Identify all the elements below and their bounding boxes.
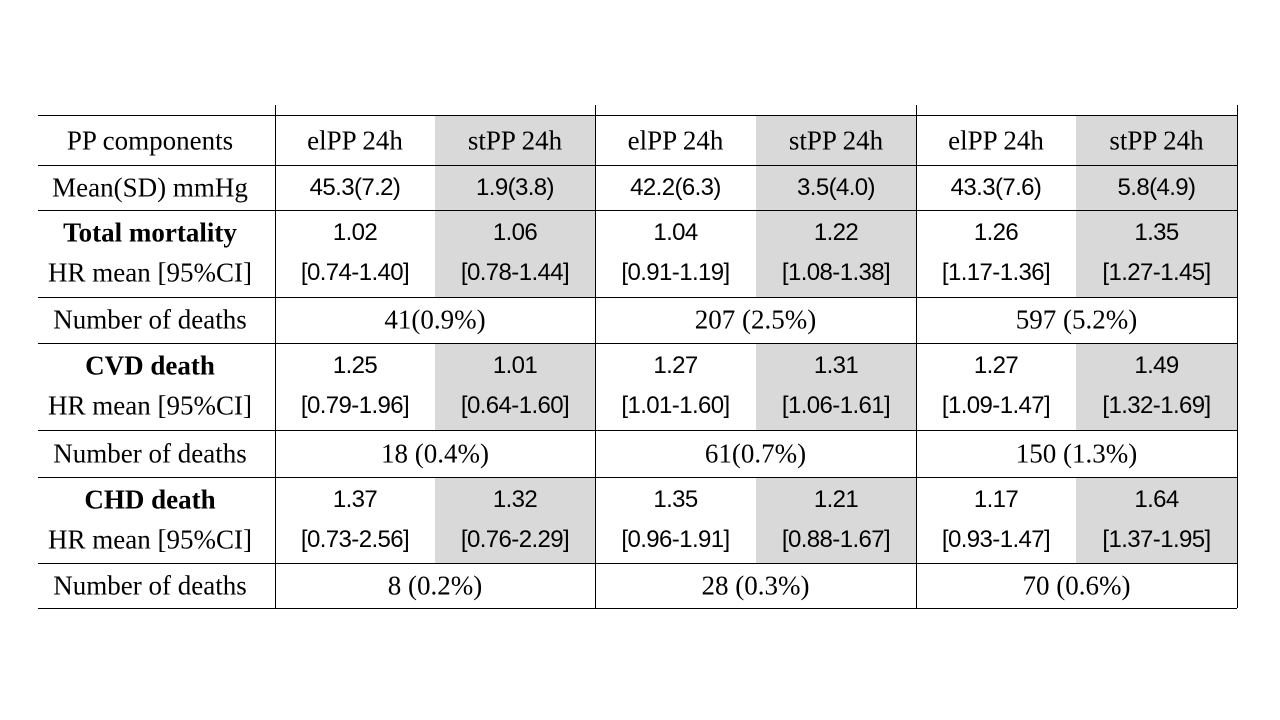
deaths-value: 28 (0.3%)	[701, 570, 810, 600]
row-border	[38, 430, 1237, 431]
row-label: HR mean [95%CI]	[48, 524, 252, 555]
column-border	[916, 105, 917, 608]
header-cell: elPP 24h	[307, 125, 403, 156]
column-border	[275, 105, 276, 608]
hr-value: 1.64	[1134, 486, 1179, 513]
ci-value: [0.76-2.29]	[460, 526, 570, 553]
ci-value: [0.64-1.60]	[460, 392, 570, 419]
shaded-cell	[435, 343, 595, 430]
deaths-value: 70 (0.6%)	[1022, 570, 1131, 600]
hr-value: 1.06	[492, 219, 538, 246]
shaded-cell	[435, 210, 595, 297]
mean-value: 3.5(4.0)	[797, 174, 876, 201]
shaded-cell	[1076, 115, 1237, 165]
row-border	[38, 210, 1237, 211]
outcome-name: CHD death	[84, 484, 216, 515]
ci-value: [0.88-1.67]	[781, 526, 891, 553]
row-label: HR mean [95%CI]	[48, 390, 252, 421]
row-label: Number of deaths	[53, 438, 247, 468]
ci-value: [0.74-1.40]	[300, 259, 410, 286]
shaded-cell	[756, 115, 916, 165]
hr-value: 1.01	[492, 352, 538, 379]
hr-value: 1.35	[1134, 219, 1179, 246]
ci-value: [1.27-1.45]	[1102, 259, 1211, 286]
ci-value: [0.96-1.91]	[621, 526, 730, 553]
shaded-cell	[756, 165, 916, 210]
row-border	[38, 608, 1237, 609]
mean-value: 43.3(7.6)	[950, 174, 1042, 201]
header-cell: stPP 24h	[1109, 125, 1204, 156]
ci-value: [0.91-1.19]	[621, 259, 730, 286]
row-label: Number of deaths	[53, 570, 247, 600]
row-label: HR mean [95%CI]	[48, 257, 252, 288]
shaded-cell	[435, 477, 595, 563]
shaded-cell	[756, 477, 916, 563]
hr-value: 1.27	[973, 352, 1019, 379]
header-cell: elPP 24h	[948, 125, 1044, 156]
outcome-name: CVD death	[85, 350, 215, 381]
shaded-cell	[1076, 210, 1237, 297]
hr-value: 1.02	[332, 219, 378, 246]
header-cell: elPP 24h	[627, 125, 724, 156]
hr-value: 1.26	[973, 219, 1019, 246]
deaths-value: 207 (2.5%)	[694, 304, 817, 335]
shaded-cell	[756, 210, 916, 297]
shaded-cell	[435, 115, 595, 165]
hr-value: 1.04	[653, 219, 698, 246]
shaded-cell	[1076, 477, 1237, 563]
ci-value: [1.32-1.69]	[1102, 392, 1211, 419]
mean-value: 45.3(7.2)	[309, 174, 401, 201]
hr-value: 1.32	[492, 486, 538, 513]
deaths-value: 150 (1.3%)	[1015, 438, 1138, 468]
column-border	[595, 105, 596, 608]
row-border	[38, 343, 1237, 344]
hr-value: 1.21	[813, 486, 859, 513]
mean-value: 5.8(4.9)	[1117, 174, 1197, 201]
row-label: Mean(SD) mmHg	[52, 172, 248, 203]
ci-value: [0.73-2.56]	[300, 526, 410, 553]
header-cell: PP components	[66, 125, 234, 156]
deaths-value: 41(0.9%)	[384, 304, 486, 335]
mean-value: 42.2(6.3)	[630, 174, 721, 201]
outcome-name: Total mortality	[63, 217, 237, 248]
ci-value: [1.37-1.95]	[1102, 526, 1211, 553]
shaded-cell	[1076, 165, 1237, 210]
row-border	[38, 297, 1237, 298]
ci-value: [1.08-1.38]	[781, 259, 891, 286]
column-border	[1237, 105, 1238, 608]
shaded-cell	[1076, 343, 1237, 430]
header-cell: stPP 24h	[467, 125, 563, 156]
ci-value: [1.17-1.36]	[941, 259, 1051, 286]
row-label: Number of deaths	[53, 304, 247, 335]
hr-value: 1.22	[813, 219, 859, 246]
hr-value: 1.35	[653, 486, 698, 513]
ci-value: [1.09-1.47]	[941, 392, 1051, 419]
deaths-value: 597 (5.2%)	[1015, 304, 1138, 335]
row-border	[38, 115, 1237, 116]
hr-value: 1.25	[332, 352, 378, 379]
hr-value: 1.27	[653, 352, 698, 379]
ci-value: [0.78-1.44]	[460, 259, 570, 286]
ci-value: [1.01-1.60]	[621, 392, 730, 419]
hr-value: 1.17	[973, 486, 1019, 513]
header-cell: stPP 24h	[788, 125, 884, 156]
deaths-value: 18 (0.4%)	[381, 438, 489, 468]
ci-value: [0.79-1.96]	[300, 392, 410, 419]
hr-value: 1.31	[813, 352, 859, 379]
deaths-value: 61(0.7%)	[704, 438, 807, 468]
shaded-cell	[435, 165, 595, 210]
shaded-cell	[756, 343, 916, 430]
ci-value: [1.06-1.61]	[781, 392, 891, 419]
mean-value: 1.9(3.8)	[476, 174, 555, 201]
row-border	[38, 165, 1237, 166]
row-border	[38, 563, 1237, 564]
hr-value: 1.49	[1134, 352, 1179, 379]
deaths-value: 8 (0.2%)	[387, 570, 483, 600]
row-border	[38, 477, 1237, 478]
ci-value: [0.93-1.47]	[941, 526, 1051, 553]
hr-value: 1.37	[332, 486, 378, 513]
